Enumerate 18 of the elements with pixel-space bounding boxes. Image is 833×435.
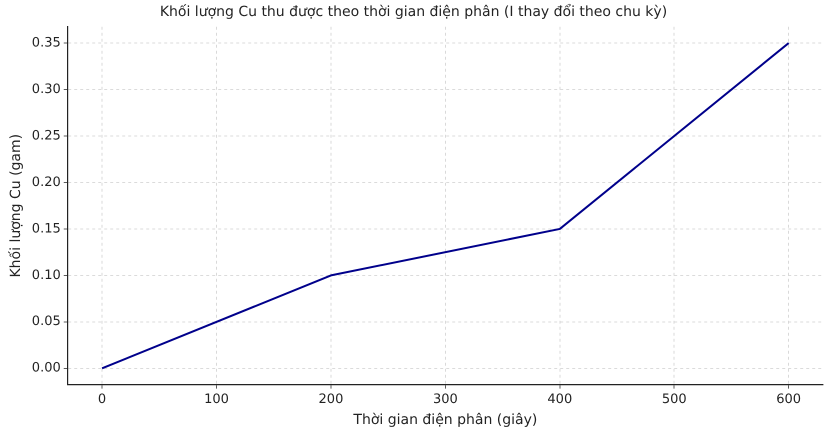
x-tick-label: 300 <box>432 392 458 407</box>
y-tick-label: 0.25 <box>32 128 61 144</box>
x-axis-title: Thời gian điện phân (giây) <box>352 412 538 428</box>
x-tick-label: 0 <box>98 392 106 407</box>
x-tick-label: 200 <box>318 392 344 407</box>
y-tick-label: 0.10 <box>32 268 61 283</box>
y-tick-label: 0.30 <box>32 82 61 97</box>
y-tick-label: 0.35 <box>32 35 61 50</box>
x-tick-label: 500 <box>662 392 687 407</box>
y-tick-label: 0.15 <box>32 221 61 236</box>
x-tick-label: 400 <box>547 392 572 407</box>
x-tick-label: 600 <box>776 392 802 407</box>
y-tick-label: 0.05 <box>32 314 61 330</box>
y-tick-label: 0.20 <box>32 174 61 190</box>
chart-title: Khối lượng Cu thu được theo thời gian điện phân (I thay đổi theo chu kỳ) <box>160 3 668 20</box>
x-tick-label: 100 <box>204 392 229 407</box>
y-axis-title: Khối lượng Cu (gam) <box>8 134 24 278</box>
y-tick-label: 0.00 <box>32 360 61 376</box>
